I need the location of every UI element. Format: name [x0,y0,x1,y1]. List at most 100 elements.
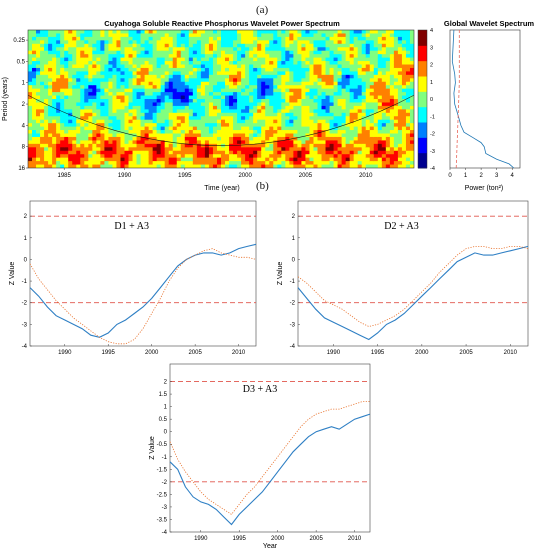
heatmap-cell [317,140,323,145]
heatmap-cell [180,119,186,124]
heatmap-cell [140,78,146,83]
heatmap-cell [321,123,327,128]
heatmap-cell [377,57,383,62]
heatmap-cell [309,40,315,45]
heatmap-cell [317,57,323,62]
heatmap-cell [373,133,379,138]
heatmap-cell [180,36,186,41]
heatmap-cell [92,105,97,110]
heatmap-cell [257,78,262,83]
heatmap-cell [84,88,89,93]
heatmap-cell [341,105,347,110]
heatmap-cell [160,136,166,141]
heatmap-cell [233,123,238,128]
heatmap-cell [76,30,81,35]
heatmap-cell [281,67,286,72]
heatmap-cell [253,140,258,145]
heatmap-cell [293,119,298,124]
heatmap-cell [216,109,222,114]
heatmap-cell [261,85,266,90]
heatmap-cell [321,119,327,124]
heatmap-cell [152,143,158,148]
heatmap-cell [325,92,331,97]
heatmap-cell [32,105,37,110]
heatmap-cell [281,33,286,38]
heatmap-cell [353,74,359,79]
heatmap-cell [253,95,258,100]
heatmap-cell [160,126,166,131]
heatmap-cell [329,74,335,79]
heatmap-cell [168,88,174,93]
heatmap-cell [221,130,226,135]
heatmap-cell [148,157,154,162]
heatmap-cell [148,57,154,62]
heatmap-cell [345,123,351,128]
heatmap-cell [293,61,298,66]
heatmap-cell [180,123,186,128]
heatmap-cell [180,109,186,114]
heatmap-cell [120,154,126,159]
heatmap-cell [88,154,93,159]
heatmap-cell [28,78,33,83]
heatmap-cell [373,54,379,59]
heatmap-cell [377,136,383,141]
heatmap-cell [128,164,134,168]
heatmap-cell [176,99,182,104]
heatmap-cell [313,164,319,168]
x-tick-label: 3 [495,173,499,179]
heatmap-cell [108,47,114,52]
heatmap-cell [140,130,146,135]
heatmap-cell [60,143,65,148]
heatmap-cell [297,92,303,97]
heatmap-cell [333,140,339,145]
heatmap-cell [281,57,286,62]
heatmap-cell [305,61,311,66]
heatmap-cell [140,161,146,166]
heatmap-cell [377,164,383,168]
heatmap-cell [124,88,130,93]
heatmap-cell [96,57,101,62]
heatmap-cell [309,50,315,55]
heatmap-cell [277,81,282,86]
heatmap-cell [381,81,387,86]
heatmap-cell [148,50,154,55]
heatmap-cell [204,95,210,100]
heatmap-cell [116,105,122,110]
heatmap-cell [148,164,154,168]
heatmap-cell [273,119,278,124]
heatmap-cell [200,92,206,97]
heatmap-cell [192,47,198,52]
heatmap-cell [164,161,170,166]
heatmap-cell [409,33,414,38]
heatmap-cell [144,130,150,135]
heatmap-cell [124,43,130,48]
heatmap-cell [257,154,262,159]
heatmap-cell [48,109,53,114]
heatmap-cell [76,40,81,45]
heatmap-cell [229,147,234,152]
heatmap-cell [357,157,363,162]
heatmap-cell [249,136,254,141]
heatmap-cell [385,36,391,41]
heatmap-cell [172,54,178,59]
heatmap-cell [365,105,371,110]
heatmap-cell [52,40,57,45]
heatmap-cell [156,123,162,128]
heatmap-cell [409,126,414,131]
heatmap-cell [204,126,210,131]
heatmap-cell [337,40,343,45]
heatmap-cell [148,154,154,159]
heatmap-cell [208,78,214,83]
heatmap-cell [196,67,202,72]
heatmap-cell [269,105,274,110]
heatmap-cell [116,95,122,100]
heatmap-cell [164,154,170,159]
heatmap-cell [397,50,403,55]
heatmap-cell [333,164,339,168]
heatmap-cell [261,119,266,124]
heatmap-cell [229,119,234,124]
heatmap-cell [325,130,331,135]
heatmap-cell [140,147,146,152]
heatmap-cell [76,81,81,86]
heatmap-cell [168,143,174,148]
